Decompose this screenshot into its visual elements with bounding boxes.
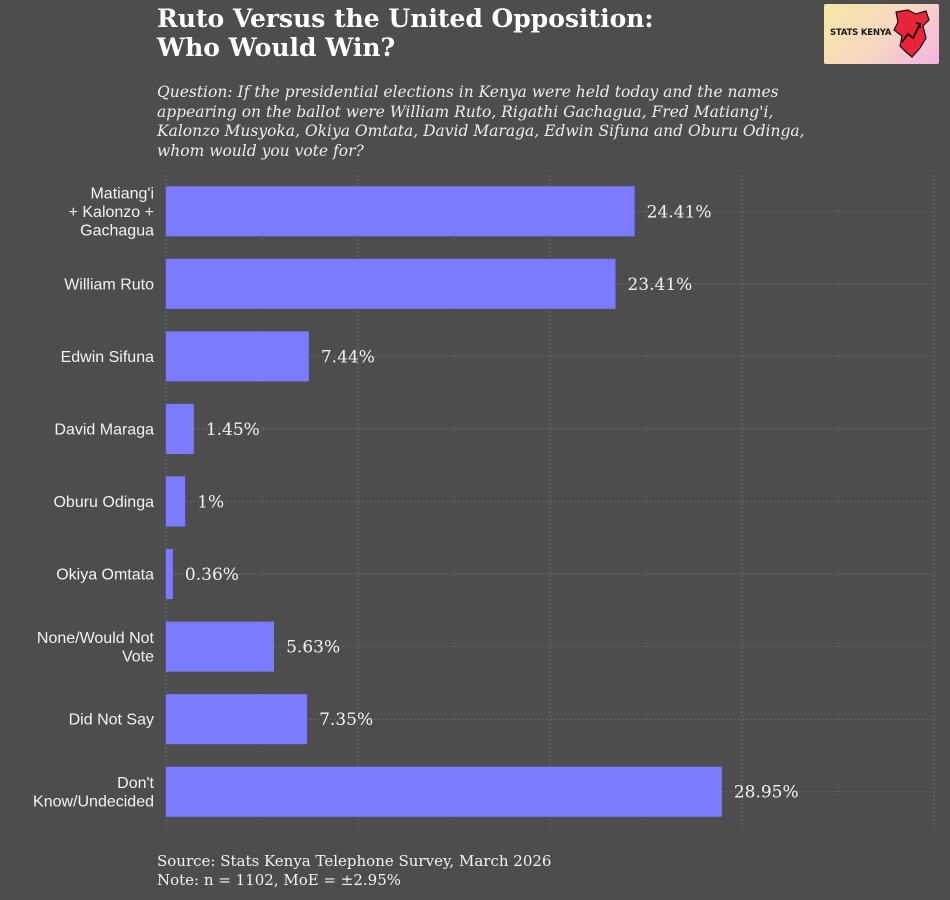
category-labels: Matiang'i + Kalonzo + Gachagua William Ruto…	[33, 185, 155, 810]
sample-note: Note: n = 1102, MoE = ±2.95%	[157, 871, 402, 889]
category-label: Don't Know/Undecided	[33, 775, 155, 811]
subtitle-line-4: whom would you vote for?	[157, 141, 364, 160]
data-label: 7.35%	[319, 710, 373, 730]
bar	[166, 766, 722, 817]
category-label-line: + Kalonzo +	[69, 204, 154, 221]
category-label-line: Oburu Odinga	[53, 494, 154, 511]
logo-text: STATS KENYA	[830, 28, 892, 38]
bar	[166, 549, 173, 600]
data-label: 24.41%	[647, 202, 712, 222]
category-label: Okiya Omtata	[56, 567, 154, 584]
subtitle-line-1: Question: If the presidential elections …	[157, 83, 779, 101]
chart-caption: Source: Stats Kenya Telephone Survey, Ma…	[157, 852, 551, 890]
subtitle-line-3: Kalonzo Musyoka, Okiya Omtata, David Mar…	[157, 122, 805, 140]
bar	[166, 258, 616, 309]
data-label: 7.44%	[321, 347, 375, 367]
bar	[166, 403, 194, 454]
data-label: 1%	[197, 493, 224, 513]
data-labels: 24.41% 23.41% 7.44% 1.45% 1% 0.36% 5.63% 7.35% 2…	[185, 202, 799, 802]
category-label-line: Matiang'i	[90, 185, 154, 202]
category-label: Did Not Say	[69, 712, 154, 729]
category-label-line: None/Would Not	[37, 630, 155, 647]
data-label: 28.95%	[734, 783, 799, 803]
bar	[166, 331, 309, 382]
category-label: Edwin Sifuna	[61, 349, 154, 366]
chart-title-line-1: Ruto Versus the United Opposition:	[157, 4, 654, 33]
category-label: Oburu Odinga	[53, 494, 154, 511]
bar	[166, 476, 186, 527]
category-label: William Ruto	[64, 276, 154, 293]
category-label-line: Vote	[122, 648, 154, 665]
data-label: 0.36%	[185, 565, 239, 585]
category-label-line: Edwin Sifuna	[61, 349, 154, 366]
category-label: David Maraga	[54, 421, 154, 438]
category-label-line: Okiya Omtata	[56, 567, 154, 584]
kenya-map-chart-icon	[893, 9, 930, 58]
bar	[166, 186, 635, 237]
category-label: None/Would Not Vote	[37, 630, 155, 666]
data-label: 1.45%	[206, 420, 260, 440]
category-label-line: Don't	[117, 775, 154, 792]
data-label: 23.41%	[627, 275, 692, 295]
chart-subtitle: Question: If the presidential elections …	[157, 83, 917, 161]
category-label: Matiang'i + Kalonzo + Gachagua	[69, 185, 155, 239]
stats-kenya-logo: STATS KENYA	[824, 4, 939, 64]
category-label-line: Gachagua	[80, 222, 154, 239]
chart-title-line-2: Who Would Win?	[157, 33, 396, 62]
category-label-line: Know/Undecided	[33, 793, 154, 810]
subtitle-line-2: appearing on the ballot were William Rut…	[157, 102, 774, 121]
data-label: 5.63%	[286, 638, 340, 658]
bar	[166, 621, 275, 672]
category-label-line: William Ruto	[64, 276, 154, 293]
chart-title: Ruto Versus the United Opposition: Who W…	[157, 4, 797, 62]
category-label-line: Did Not Say	[69, 712, 154, 729]
bar	[166, 694, 308, 745]
source-note: Source: Stats Kenya Telephone Survey, Ma…	[157, 852, 552, 870]
category-label-line: David Maraga	[54, 421, 154, 438]
bar-series	[166, 186, 722, 817]
